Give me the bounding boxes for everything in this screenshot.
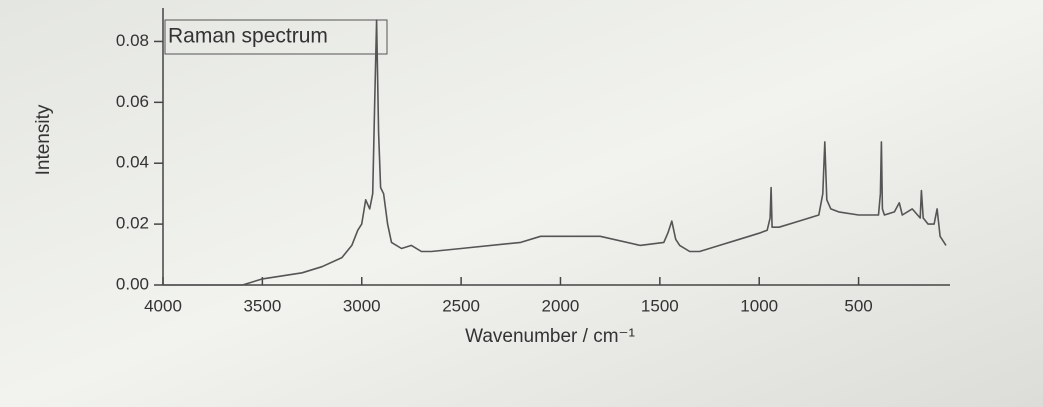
y-tick-label: 0.02 [116, 214, 149, 233]
y-tick-label: 0.04 [116, 153, 149, 172]
x-axis-label: Wavenumber / cm⁻¹ [465, 326, 635, 347]
y-tick-label: 0.06 [116, 92, 149, 111]
y-tick-label: 0.00 [116, 274, 149, 293]
x-tick-label: 3500 [243, 296, 281, 315]
x-tick-label: 1000 [740, 296, 778, 315]
y-axis-label: Intensity [33, 104, 54, 175]
x-tick-label: 2500 [442, 296, 480, 315]
x-tick-label: 4000 [144, 296, 182, 315]
x-tick-label: 3000 [343, 296, 381, 315]
annotation-box [164, 19, 388, 55]
x-tick-label: 500 [844, 296, 872, 315]
y-tick-label: 0.08 [116, 31, 149, 50]
x-tick-label: 1500 [641, 296, 679, 315]
x-tick-label: 2000 [542, 296, 580, 315]
spectrum-line [163, 19, 947, 286]
annotation: Raman spectrum [168, 25, 328, 48]
